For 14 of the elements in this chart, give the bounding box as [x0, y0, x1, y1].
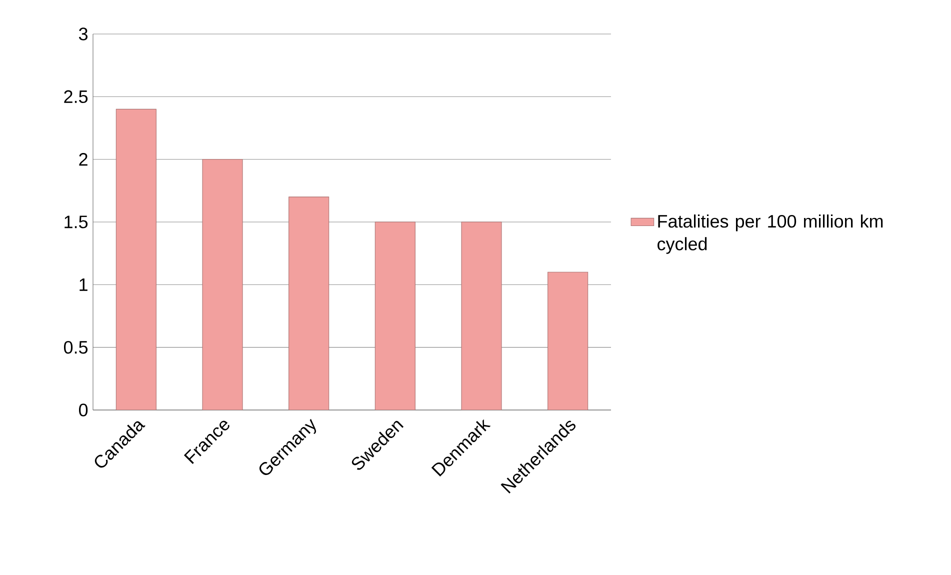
bar	[288, 196, 330, 410]
y-tick-label: 3	[78, 28, 88, 40]
y-tick-label: 0	[79, 404, 88, 416]
y-tick-label: 2	[79, 153, 88, 166]
y-tick-label: 1	[80, 278, 88, 291]
legend-label: Fatalities per 100 million km cycled	[658, 214, 883, 254]
bar	[461, 222, 502, 410]
y-tick-label: 1.5	[64, 216, 88, 228]
bar	[202, 159, 243, 410]
y-tick-label: 2.5	[64, 90, 88, 104]
bar	[116, 108, 156, 410]
bar	[548, 272, 588, 410]
bar	[374, 222, 416, 410]
y-tick-label: 0.5	[64, 340, 88, 354]
